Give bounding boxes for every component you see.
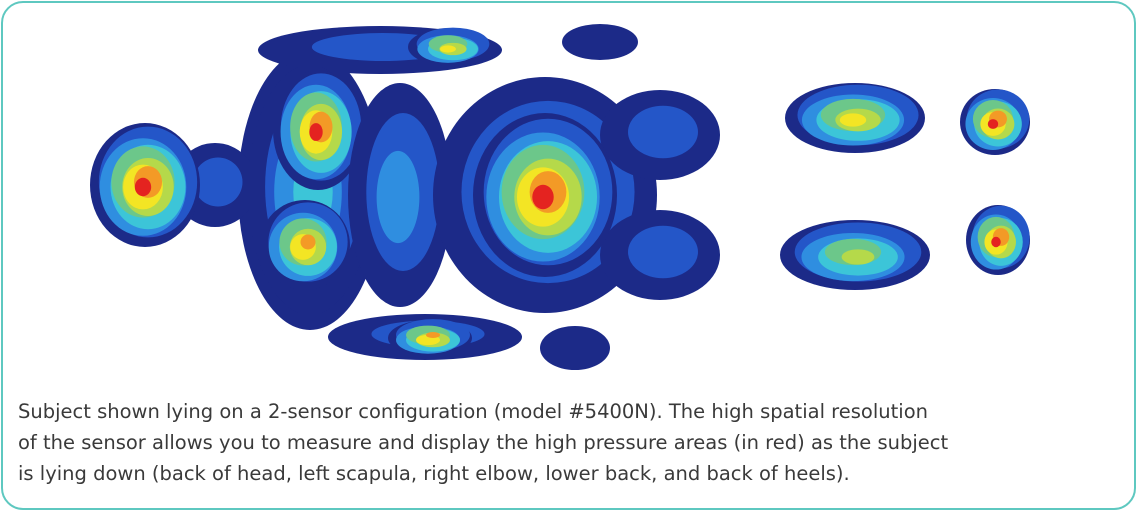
pressure-contour [991, 236, 1001, 248]
caption: Subject shown lying on a 2-sensor config… [18, 396, 1128, 489]
caption-line: Subject shown lying on a 2-sensor config… [18, 400, 928, 423]
caption-line: of the sensor allows you to measure and … [18, 431, 949, 454]
pressure-contour [376, 150, 420, 244]
pressure-contour [426, 332, 440, 338]
pressure-contour [532, 184, 554, 210]
pressure-map [90, 24, 1030, 370]
pressure-contour [440, 45, 456, 53]
pressure-contour [562, 24, 638, 60]
pressure-contour [628, 105, 698, 159]
pressure-contour [987, 119, 999, 129]
pressure-contour [300, 234, 316, 250]
caption-line: is lying down (back of head, left scapul… [18, 462, 850, 485]
pressure-contour [309, 123, 323, 141]
pressure-contour [540, 326, 610, 370]
pressure-contour [193, 157, 243, 207]
pressure-contour [841, 249, 875, 265]
pressure-contour [134, 177, 152, 197]
pressure-contour [628, 225, 698, 279]
pressure-contour [839, 113, 867, 127]
